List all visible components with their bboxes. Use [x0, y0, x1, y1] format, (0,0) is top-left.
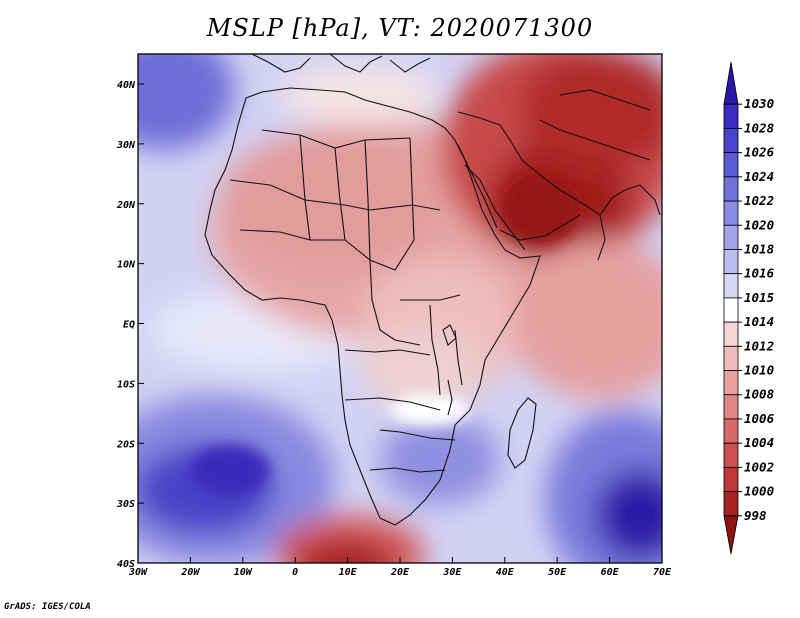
x-tick-label: 60E	[601, 567, 620, 578]
x-tick-label: 0	[292, 567, 298, 578]
colorbar-swatch	[723, 321, 739, 347]
x-tick-label: 30W	[128, 567, 148, 578]
y-tick-label: 30S	[116, 499, 135, 510]
y-tick-label: 20N	[116, 200, 136, 211]
colorbar-label: 1010	[744, 363, 774, 378]
colorbar-label: 1014	[744, 314, 774, 329]
colorbar-label: 1030	[744, 96, 774, 111]
colorbar-swatch	[723, 249, 739, 275]
colorbar-swatch	[723, 297, 739, 323]
colorbar-swatch	[723, 491, 739, 517]
y-tick-label: 30N	[116, 140, 136, 151]
map-title: MSLP [hPa], VT: 2020071300	[206, 14, 594, 42]
colorbar-swatch	[723, 394, 739, 420]
pressure-field	[138, 54, 662, 563]
x-tick-label: 30E	[442, 567, 462, 578]
colorbar-swatch	[723, 128, 739, 154]
colorbar: 1030 1028 1026 1024 1022 1020 1018 1016 1015 1014…	[723, 61, 775, 555]
colorbar-swatch	[723, 515, 739, 555]
colorbar-label: 1000	[744, 484, 774, 499]
colorbar-swatch	[723, 176, 739, 202]
colorbar-label: 1012	[744, 338, 774, 353]
x-axis: 30W 20W 10W 0 10E 20E 30E 40E 50E 60E 70E	[128, 557, 672, 578]
x-tick-label: 10E	[339, 567, 358, 578]
colorbar-label: 1026	[744, 145, 775, 160]
x-tick-label: 70E	[653, 567, 672, 578]
y-tick-label: EQ	[123, 320, 135, 331]
y-tick-label: 40S	[117, 559, 135, 570]
colorbar-swatch	[723, 370, 739, 396]
x-tick-label: 20W	[180, 567, 200, 578]
colorbar-label: 1002	[744, 459, 774, 474]
y-axis: 40N 30N 20N 10N EQ 10S 20S 30S 40S	[116, 80, 144, 570]
colorbar-swatch	[723, 103, 739, 129]
colorbar-label: 998	[744, 508, 767, 523]
colorbar-label: 1004	[744, 435, 774, 450]
y-tick-label: 40N	[117, 80, 136, 91]
x-tick-label: 40E	[496, 567, 515, 578]
colorbar-label: 1022	[744, 193, 774, 208]
y-tick-label: 10N	[117, 260, 136, 271]
colorbar-label: 1006	[744, 411, 775, 426]
colorbar-swatch	[723, 152, 739, 178]
colorbar-swatch	[723, 224, 739, 250]
colorbar-label: 1008	[744, 387, 774, 402]
y-tick-label: 10S	[117, 379, 135, 390]
colorbar-swatch	[723, 466, 739, 492]
colorbar-label: 1016	[744, 266, 775, 281]
colorbar-swatch	[723, 345, 739, 371]
coastlines	[204, 54, 661, 526]
colorbar-swatch	[723, 418, 739, 444]
colorbar-label: 1020	[744, 217, 774, 232]
x-tick-label: 20E	[390, 567, 410, 578]
credit-label: GrADS: IGES/COLA	[4, 602, 91, 612]
colorbar-label: 1018	[744, 241, 774, 256]
colorbar-label: 1028	[744, 120, 774, 135]
colorbar-swatch	[723, 200, 739, 226]
y-tick-label: 20S	[116, 439, 135, 450]
x-tick-label: 10W	[234, 567, 253, 578]
colorbar-label: 1015	[744, 290, 775, 305]
colorbar-label: 1024	[744, 169, 774, 184]
colorbar-swatch	[723, 61, 739, 105]
colorbar-swatch	[723, 273, 739, 299]
x-tick-label: 50E	[548, 567, 567, 578]
colorbar-swatch	[723, 442, 739, 468]
